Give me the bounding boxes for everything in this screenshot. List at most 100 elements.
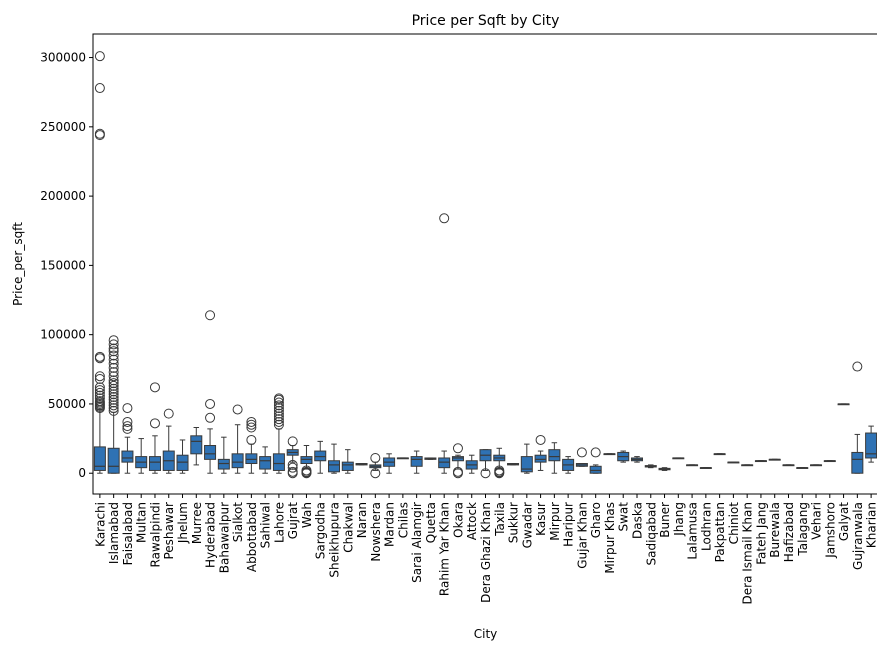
- y-tick-label: 0: [78, 466, 86, 480]
- box-group: [217, 436, 230, 474]
- box-group: [465, 454, 478, 474]
- box-body: [520, 456, 533, 473]
- x-tick-label: Okara: [451, 502, 465, 538]
- box-group: [300, 445, 313, 479]
- x-tick-label: Karachi: [93, 502, 107, 547]
- outlier-point: [108, 405, 119, 416]
- outlier-point: [273, 397, 284, 408]
- box-body: [272, 453, 285, 471]
- box-group: [328, 443, 341, 474]
- x-tick-label: Taxila: [493, 502, 507, 537]
- box-group: [562, 456, 575, 474]
- x-tick-label: Mirpur Khas: [603, 502, 617, 574]
- box-body: [851, 451, 864, 474]
- box-group: [617, 450, 630, 463]
- outlier-point: [94, 371, 105, 382]
- outlier-point: [273, 414, 284, 425]
- box-group: [314, 440, 327, 474]
- box-group: [204, 310, 217, 474]
- outlier-point: [108, 358, 119, 369]
- x-tick-label: Rawalpindi: [148, 502, 162, 567]
- box-body: [121, 450, 134, 463]
- x-tick-label: Kasur: [534, 502, 548, 536]
- box-group: [493, 447, 506, 479]
- outlier-point: [108, 335, 119, 346]
- outlier-point: [108, 378, 119, 389]
- x-tick-label: Rahim Yar Khan: [438, 502, 452, 596]
- outlier-point: [94, 390, 105, 401]
- box-group: [644, 464, 657, 469]
- box-group: [286, 436, 299, 479]
- outlier-point: [122, 416, 133, 427]
- x-axis-label: City: [474, 627, 498, 641]
- box-group: [727, 461, 740, 464]
- box-group: [589, 447, 602, 474]
- box-group: [383, 453, 396, 474]
- outlier-point: [273, 419, 284, 430]
- x-tick-label: Faisalabad: [121, 502, 135, 565]
- box-group: [782, 464, 795, 467]
- outlier-point: [122, 421, 133, 432]
- outlier-point: [246, 419, 257, 430]
- box-group: [713, 453, 726, 456]
- outlier-point: [94, 396, 105, 407]
- box-body: [589, 465, 602, 474]
- outlier-point: [108, 371, 119, 382]
- box-body: [148, 456, 161, 471]
- x-tick-label: Chakwal: [341, 502, 355, 553]
- outlier-point: [108, 389, 119, 400]
- y-tick-label: 250000: [40, 120, 86, 134]
- x-tick-label: Gwadar: [520, 502, 534, 548]
- outlier-point: [301, 465, 312, 476]
- box-group: [176, 439, 189, 474]
- outlier-point: [108, 375, 119, 386]
- x-tick-label: Burewala: [768, 502, 782, 558]
- outlier-point: [108, 350, 119, 361]
- outlier-point: [94, 382, 105, 393]
- x-tick-label: Jamshoro: [823, 502, 837, 559]
- box-group: [355, 463, 368, 466]
- x-tick-label: Swat: [617, 502, 631, 532]
- outlier-point: [149, 382, 160, 393]
- box-body: [204, 445, 217, 460]
- x-tick-label: Gujrat: [286, 502, 300, 540]
- x-tick-label: Daska: [630, 502, 644, 539]
- x-tick-label: Haripur: [562, 502, 576, 547]
- outlier-point: [108, 339, 119, 350]
- x-tick-label: Vehari: [810, 502, 824, 540]
- x-tick-label: Peshawar: [162, 502, 176, 560]
- x-tick-label: Mirpur: [548, 502, 562, 541]
- outlier-point: [273, 416, 284, 427]
- outlier-point: [273, 405, 284, 416]
- outlier-point: [205, 310, 216, 321]
- x-tick-label: Jhang: [672, 502, 686, 537]
- outlier-point: [287, 459, 298, 470]
- box-group: [369, 452, 382, 479]
- box-group: [768, 458, 781, 461]
- outlier-point: [273, 408, 284, 419]
- x-tick-label: Kharian: [865, 502, 877, 548]
- outlier-point: [590, 447, 601, 458]
- x-tick-label: Gujranwala: [851, 502, 865, 570]
- box-body: [300, 456, 313, 465]
- box-group: [699, 467, 712, 469]
- box-body: [451, 456, 464, 462]
- outlier-point: [576, 447, 587, 458]
- outlier-point: [108, 362, 119, 373]
- y-tick-label: 300000: [40, 51, 86, 65]
- box-body: [190, 435, 203, 455]
- x-tick-label: Dera Ismail Khan: [741, 502, 755, 604]
- box-body: [107, 447, 120, 474]
- box-group: [259, 446, 272, 474]
- x-tick-label: Attock: [465, 502, 479, 540]
- box-group: [231, 404, 244, 474]
- box-group: [534, 434, 547, 471]
- box-group: [823, 460, 836, 463]
- y-tick-label: 100000: [40, 328, 86, 342]
- x-tick-label: Naran: [355, 502, 369, 538]
- x-tick-label: Sukkur: [507, 502, 521, 543]
- y-tick-label: 50000: [48, 397, 86, 411]
- outlier-point: [108, 400, 119, 411]
